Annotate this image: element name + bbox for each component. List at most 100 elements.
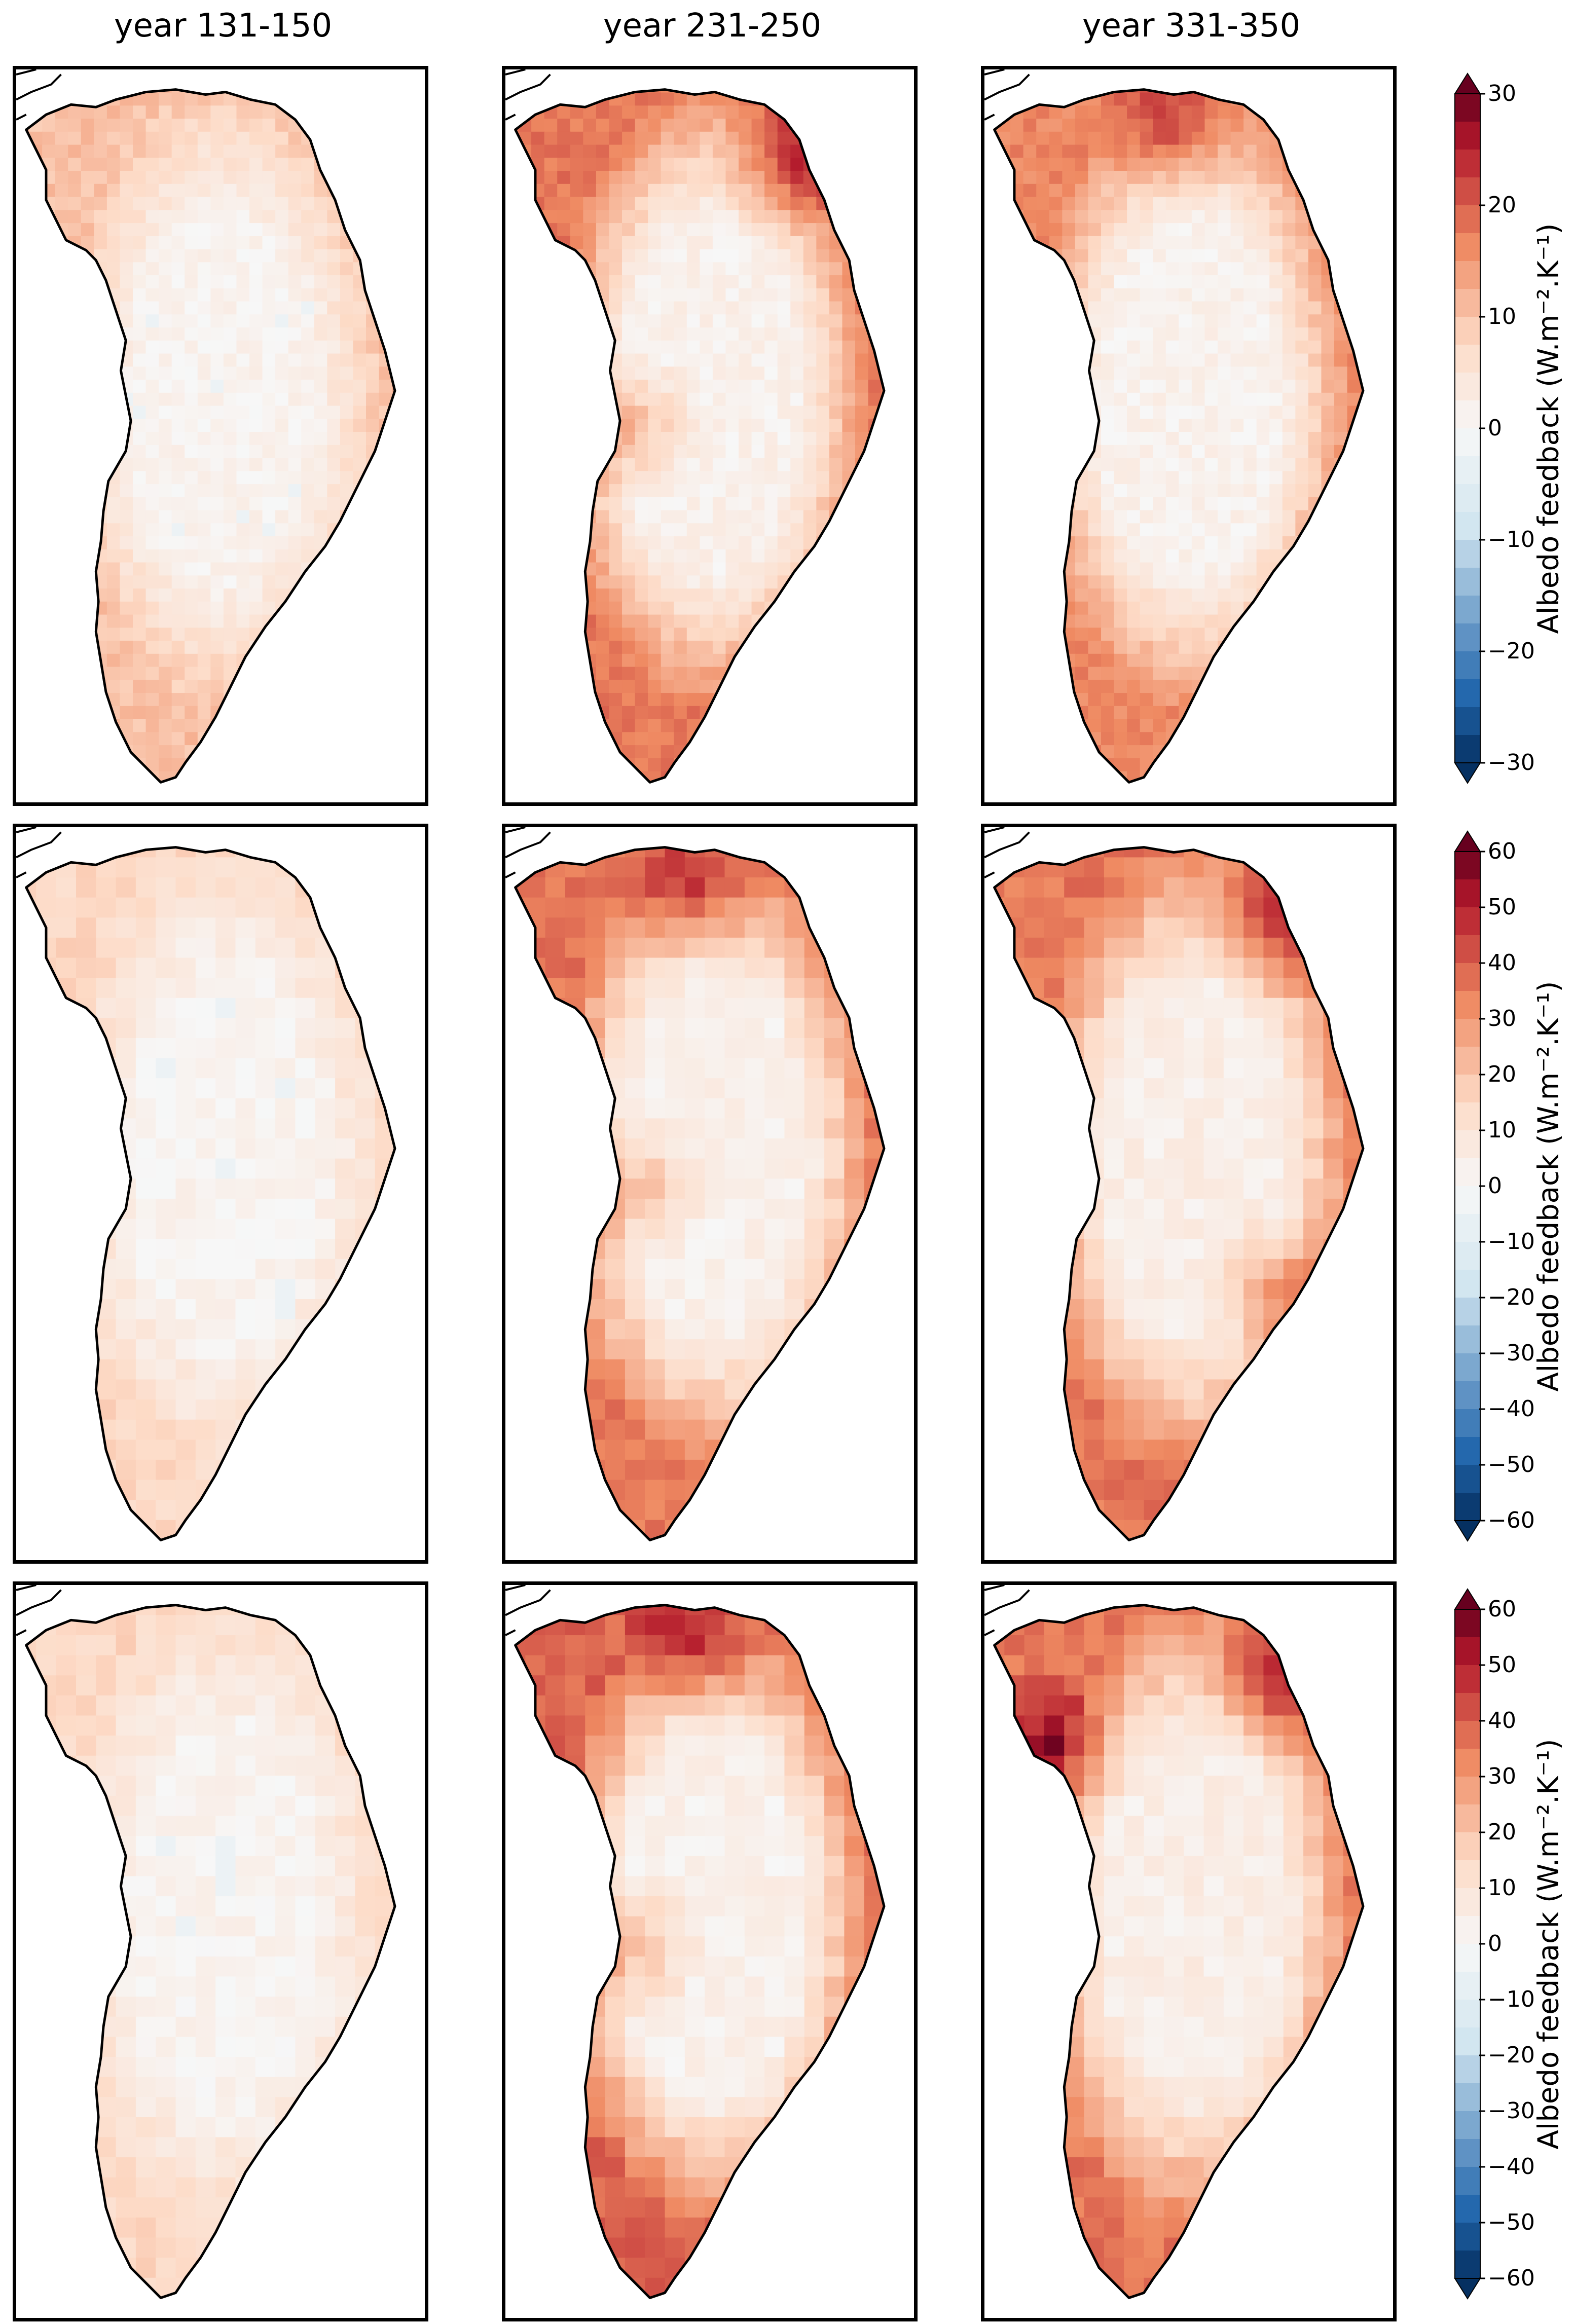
colorbar-tick-label: 50 [1488,1652,1516,1678]
colorbar-label: Albedo feedback (W.m⁻².K⁻¹) [1532,223,1565,634]
map-panel-r1-c2 [502,66,918,806]
albedo-field [515,847,885,1540]
greenland-map [505,827,886,1541]
colorbar-tick-mark [1479,316,1485,318]
colorbar-tick-mark [1479,1185,1485,1187]
colorbar-tick-mark [1479,2110,1485,2112]
colorbar-tick-mark [1479,906,1485,908]
greenland-map [16,1585,396,2299]
colorbar-label: Albedo feedback (W.m⁻².K⁻¹) [1532,1738,1565,2150]
colorbar-label: Albedo feedback (W.m⁻².K⁻¹) [1532,980,1565,1392]
colorbar-segment [1455,400,1480,429]
map-panel-r1-c1 [13,66,428,806]
colorbar-extend-min [1454,2278,1481,2300]
colorbar-segment [1455,2027,1480,2056]
colorbar-segment [1455,1637,1480,1666]
colorbar-segment [1455,177,1480,206]
colorbar-tick-label: 30 [1488,1763,1516,1789]
greenland-map [505,69,886,784]
colorbar-tick-label: −60 [1488,2265,1535,2291]
colorbar-segment [1455,94,1480,122]
colorbar-tick-mark [1479,539,1485,541]
colorbar-tick-label: 60 [1488,1596,1516,1622]
colorbar-segment [1455,1749,1480,1777]
colorbar-segment [1455,373,1480,401]
colorbar-segment [1455,317,1480,345]
colorbar-segment [1455,540,1480,568]
albedo-field [26,847,395,1540]
column-title-3: year 331-350 [1082,7,1301,45]
colorbar-2 [1454,830,1481,1542]
colorbar-segment [1455,2195,1480,2223]
colorbar-segment [1455,1693,1480,1721]
colorbar-tick-mark [1479,851,1485,853]
colorbar-tick-label: 20 [1488,1061,1516,1087]
colorbar-segment [1455,935,1480,964]
map-panel-r3-c3 [981,1581,1397,2321]
column-title-1: year 131-150 [114,7,333,45]
colorbar-segment [1455,1130,1480,1159]
colorbar-segment [1455,2167,1480,2195]
colorbar-segment [1455,1242,1480,1270]
ellesmere-coastline [505,1585,551,1636]
colorbar-segment [1455,1047,1480,1075]
colorbar-tick-label: 10 [1488,1875,1516,1901]
albedo-field [26,89,395,783]
colorbar-tick-label: −20 [1488,2042,1535,2068]
colorbar-segment [1455,1270,1480,1298]
colorbar-tick-mark [1479,1018,1485,1020]
colorbar-extend-max [1454,72,1481,94]
colorbar-tick-mark [1479,1074,1485,1076]
colorbar-tick-label: −40 [1488,1396,1535,1422]
ellesmere-coastline [984,1585,1030,1636]
coastline [993,846,1365,1541]
colorbar-segment [1455,1609,1480,1638]
colorbar-tick-label: 20 [1488,1819,1516,1845]
ellesmere-coastline [16,827,62,878]
colorbar-tick-mark [1479,1520,1485,1522]
colorbar-tick-label: −20 [1488,638,1535,664]
colorbar-extend-max [1454,1588,1481,1610]
colorbar-tick-label: 0 [1488,415,1502,441]
colorbar-tick-label: −40 [1488,2154,1535,2180]
greenland-map [984,827,1365,1541]
colorbar-segment [1455,568,1480,596]
colorbar-tick-label: 10 [1488,1117,1516,1143]
colorbar-tick-mark [1479,1776,1485,1778]
colorbar-segment [1455,1409,1480,1437]
colorbar-tick-label: 30 [1488,1006,1516,1031]
colorbar-segment [1455,484,1480,512]
colorbar-tick-mark [1479,650,1485,652]
colorbar-tick-label: −30 [1488,2098,1535,2124]
coastline [993,1604,1365,2299]
map-panel-r2-c1 [13,824,428,1564]
colorbar-segment [1455,679,1480,708]
colorbar-segment [1455,1214,1480,1242]
colorbar-segment [1455,1102,1480,1131]
colorbar-tick-mark [1479,1943,1485,1945]
colorbar-tick-mark [1479,204,1485,206]
colorbar-tick-label: 0 [1488,1931,1502,1957]
colorbar-segment [1455,1325,1480,1354]
colorbar-tick-mark [1479,1999,1485,2001]
colorbar-tick-label: −10 [1488,1986,1535,2012]
ellesmere-coastline [16,1585,62,1636]
greenland-map [984,1585,1365,2299]
colorbar-segment [1455,852,1480,880]
colorbar-segment [1455,428,1480,457]
colorbar-segment [1455,991,1480,1019]
colorbar-tick-mark [1479,93,1485,95]
colorbar-segment [1455,233,1480,262]
colorbar-segment [1455,1465,1480,1493]
colorbar-tick-label: −50 [1488,1452,1535,1478]
greenland-map [16,69,396,784]
colorbar-tick-mark [1479,1352,1485,1354]
colorbar-tick-mark [1479,1664,1485,1666]
albedo-field [515,89,885,783]
coastline [25,1604,396,2299]
coastline [514,1604,886,2299]
colorbar-segment [1455,122,1480,150]
colorbar-segment [1455,1353,1480,1382]
colorbar-tick-mark [1479,2222,1485,2224]
column-title-2: year 231-250 [603,7,822,45]
